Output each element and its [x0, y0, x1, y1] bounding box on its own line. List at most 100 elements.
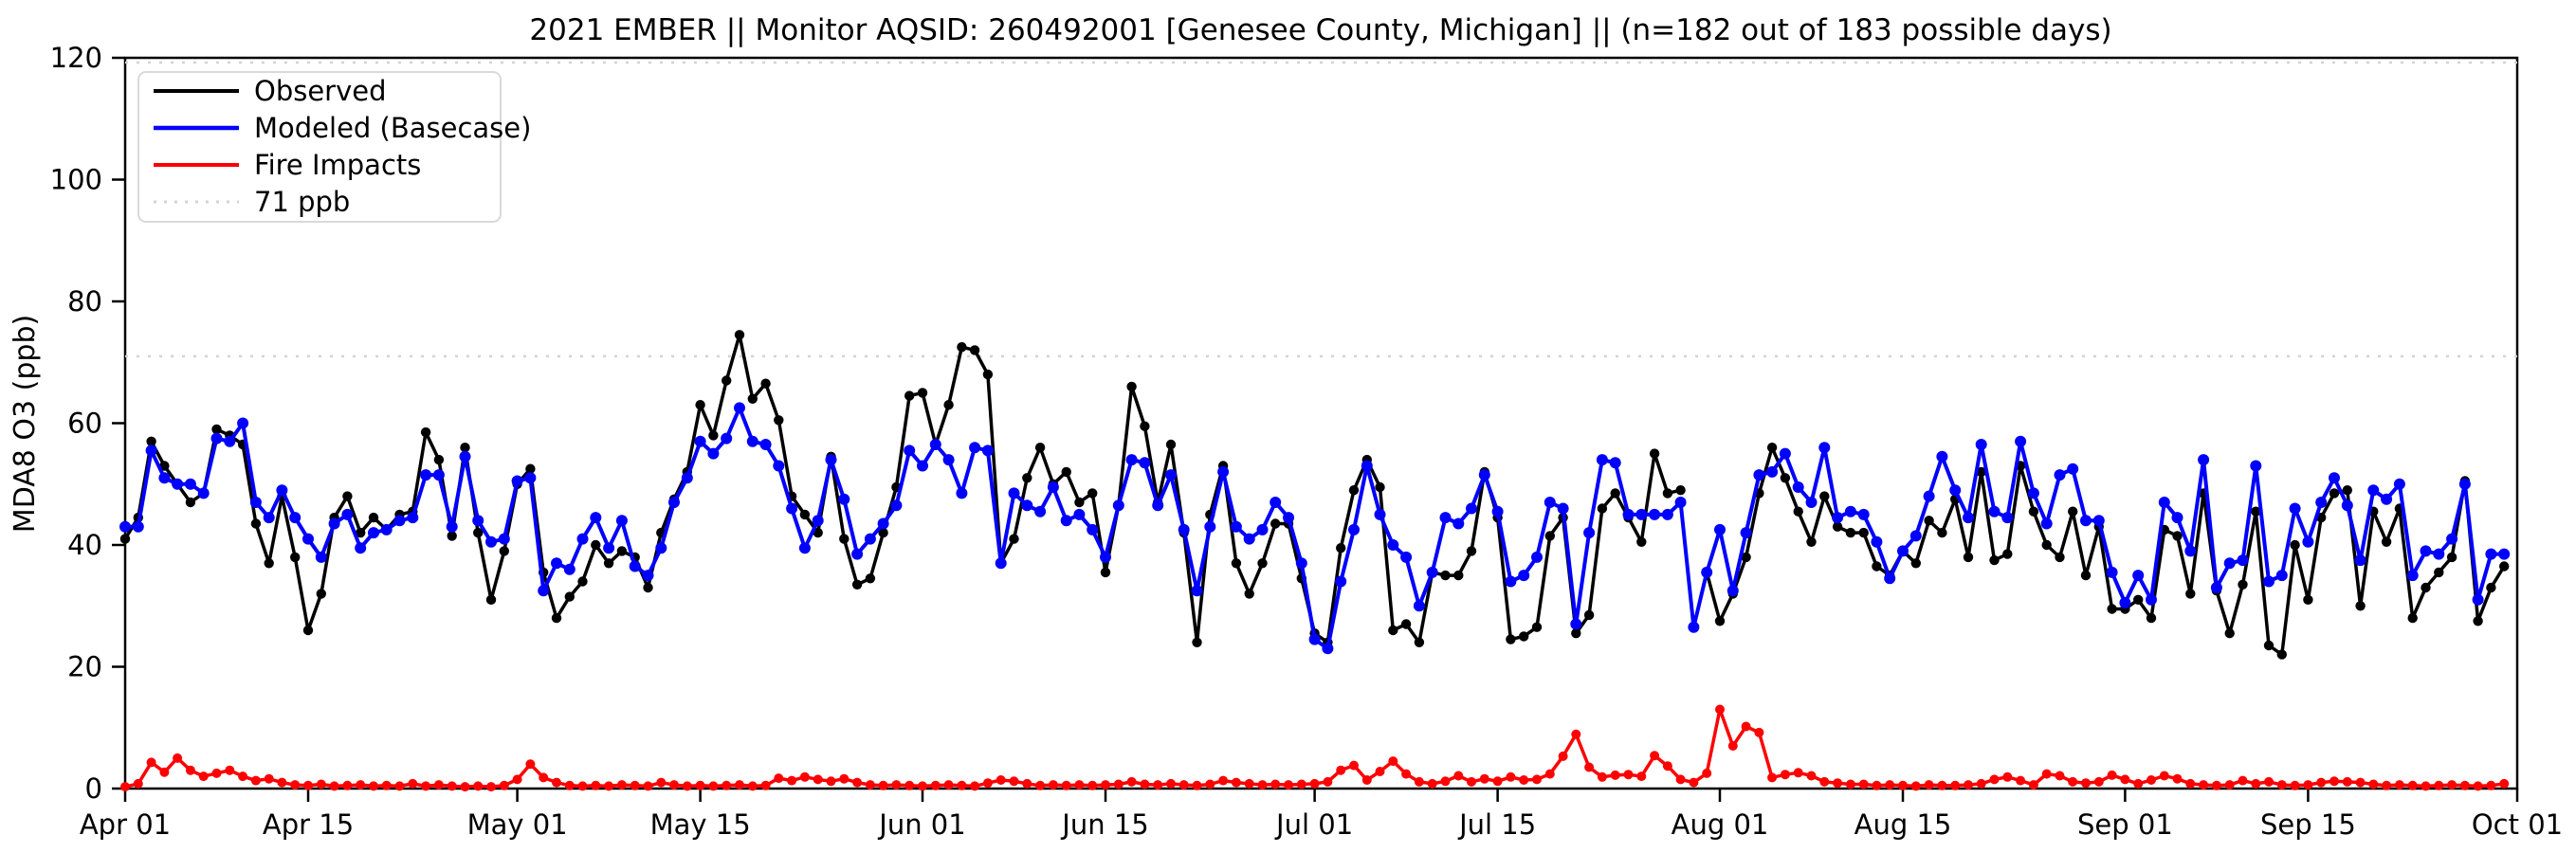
modeled-marker — [1988, 505, 2001, 517]
legend-box — [137, 71, 502, 223]
observed-marker — [368, 512, 379, 523]
observed-marker — [2407, 612, 2418, 624]
series-modeled — [119, 402, 2511, 655]
fire-marker — [1819, 776, 1830, 787]
modeled-marker — [2237, 554, 2249, 567]
observed-marker — [420, 426, 431, 438]
modeled-marker — [1832, 512, 1844, 524]
observed-marker — [760, 378, 771, 389]
modeled-marker — [1060, 515, 1072, 527]
modeled-marker — [655, 542, 667, 554]
modeled-marker — [432, 469, 445, 481]
modeled-marker — [2223, 557, 2236, 570]
legend-label-observed: Observed — [254, 75, 387, 107]
fire-marker — [1532, 774, 1542, 785]
observed-marker — [1636, 536, 1647, 547]
fire-marker — [486, 782, 496, 792]
observed-marker — [1466, 546, 1477, 556]
observed-marker — [943, 400, 954, 410]
observed-marker — [146, 436, 156, 446]
fire-marker — [185, 765, 195, 775]
modeled-marker — [2040, 517, 2053, 530]
observed-marker — [551, 612, 562, 624]
legend-item-observed: Observed — [154, 75, 387, 107]
fire-marker — [2002, 771, 2013, 782]
series-observed — [119, 330, 2510, 660]
modeled-marker — [2498, 548, 2511, 560]
fire-marker — [394, 781, 405, 791]
fire-marker — [2251, 778, 2261, 789]
modeled-marker — [1701, 566, 1713, 578]
observed-marker — [2355, 601, 2366, 611]
fire-marker — [891, 780, 902, 790]
fire-marker — [747, 781, 758, 791]
modeled-marker — [1779, 447, 1791, 460]
fire-marker — [1885, 780, 1895, 790]
fire-marker — [878, 780, 888, 790]
fire-marker — [2382, 780, 2392, 790]
fire-marker — [2303, 780, 2313, 790]
modeled-marker — [851, 548, 864, 560]
fire-marker — [2185, 778, 2196, 789]
observed-marker — [1662, 488, 1673, 499]
modeled-marker — [929, 439, 941, 450]
fire-marker — [1388, 756, 1398, 767]
fire-marker — [2329, 776, 2339, 787]
fire-marker — [2447, 780, 2457, 790]
fire-marker — [2159, 771, 2169, 781]
fire-marker — [159, 767, 170, 777]
observed-marker — [1165, 439, 1177, 450]
modeled-marker — [328, 517, 340, 530]
modeled-marker — [1322, 643, 1334, 655]
fire-marker — [1689, 777, 1699, 788]
x-tick-label: Jun 01 — [877, 808, 965, 841]
observed-line — [123, 333, 2506, 657]
fire-marker — [1924, 780, 1934, 790]
modeled-marker — [511, 475, 523, 487]
legend-label-threshold: 71 ppb — [254, 186, 350, 218]
modeled-marker — [1688, 621, 1700, 633]
modeled-marker — [132, 520, 144, 533]
observed-marker — [1531, 622, 1543, 632]
modeled-marker — [956, 487, 968, 499]
modeled-marker — [2184, 545, 2197, 557]
fire-marker — [1767, 772, 1778, 783]
modeled-marker — [1975, 439, 1987, 450]
fire-marker — [1910, 781, 1921, 791]
fire-marker — [1479, 773, 1489, 784]
fire-marker — [2459, 780, 2470, 790]
observed-marker — [433, 454, 445, 465]
x-tick-label: Jul 01 — [1274, 808, 1353, 841]
observed-marker — [1375, 481, 1385, 493]
modeled-marker — [1596, 454, 1608, 466]
modeled-marker — [1753, 469, 1765, 481]
modeled-marker — [1963, 512, 1974, 524]
modeled-marker — [1439, 512, 1452, 524]
fire-marker — [1401, 769, 1412, 779]
modeled-marker — [1191, 585, 1203, 597]
modeled-marker — [1152, 499, 1164, 512]
observed-marker — [1022, 473, 1032, 483]
observed-marker — [591, 539, 601, 551]
observed-marker — [1571, 628, 1581, 639]
modeled-marker — [2329, 472, 2340, 484]
modeled-marker — [1283, 512, 1294, 524]
observed-marker — [1597, 503, 1608, 514]
chart-title: 2021 EMBER || Monitor AQSID: 260492001 [… — [529, 13, 2111, 47]
modeled-marker — [1256, 523, 1269, 535]
fire-marker — [264, 773, 274, 784]
observed-marker — [1388, 625, 1398, 636]
fire-marker — [1270, 779, 1281, 789]
observed-marker — [904, 390, 915, 401]
observed-marker — [1937, 527, 1947, 538]
modeled-marker — [1100, 551, 1111, 563]
fire-marker — [277, 777, 287, 788]
modeled-marker — [629, 560, 641, 572]
modeled-marker — [2054, 469, 2066, 481]
modeled-marker — [1087, 523, 1099, 535]
observed-marker — [2263, 640, 2275, 651]
observed-marker — [2185, 589, 2196, 599]
x-tick-label: Aug 15 — [1854, 808, 1952, 841]
modeled-marker — [538, 585, 550, 597]
